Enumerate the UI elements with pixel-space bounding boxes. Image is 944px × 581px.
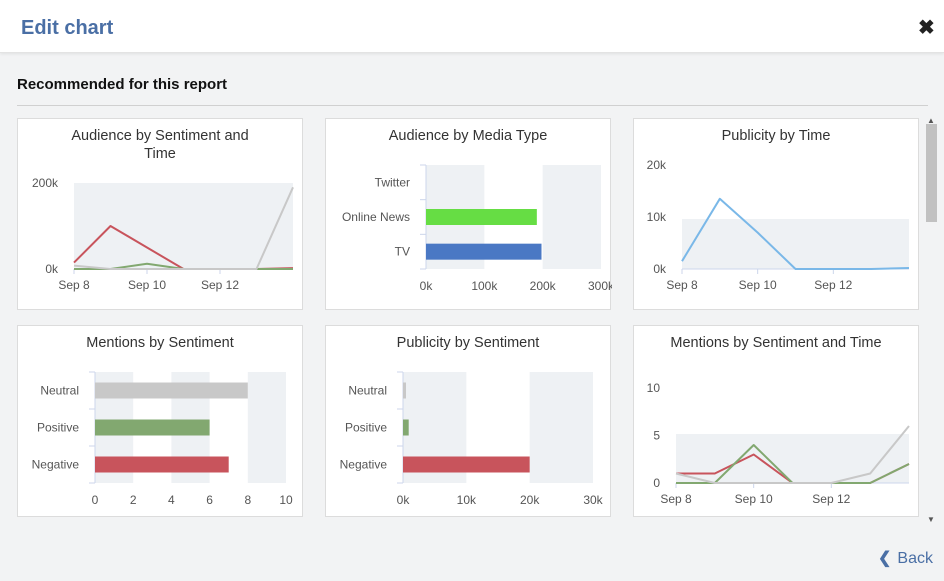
section-divider: [17, 105, 928, 106]
chart-svg: 0k 10k 20k Sep 8 Sep 10 Sep 12: [647, 158, 910, 292]
dialog-header: Edit chart ✖: [0, 0, 944, 53]
x-tick-label: Sep 10: [128, 278, 166, 292]
chart-title: Mentions by Sentiment: [86, 335, 234, 351]
bar-tv: [426, 243, 542, 260]
back-label: Back: [897, 550, 933, 567]
grid-band: [529, 372, 593, 483]
category-label: Twitter: [375, 175, 410, 189]
bar-neutral: [95, 382, 248, 399]
x-tick-label: 200k: [530, 279, 557, 293]
scroll-up-icon[interactable]: ▲: [927, 116, 935, 125]
back-button[interactable]: ❮ Back: [878, 548, 933, 568]
x-tick-label: 0k: [420, 279, 434, 293]
close-icon[interactable]: ✖: [918, 17, 935, 39]
x-tick-label: Sep 10: [735, 492, 773, 506]
category-label: Online News: [342, 210, 410, 224]
chart-title: Audience by Sentiment and Time: [71, 128, 249, 162]
chart-card[interactable]: 0k 100k 200k 300k Twitter Online News TV Audien…: [325, 118, 612, 310]
x-tick-label: 100k: [471, 279, 498, 293]
category-label: TV: [395, 245, 410, 259]
y-tick-label: 0: [653, 476, 660, 490]
bar-positive: [403, 419, 409, 436]
x-tick-label: Sep 12: [812, 492, 850, 506]
plot-band: [682, 219, 909, 269]
chart-svg: 0k 100k 200k 300k Twitter Online News TV: [342, 164, 612, 293]
scrollbar-thumb[interactable]: [926, 124, 937, 222]
x-tick-label: 0: [92, 493, 99, 507]
y-tick-label: 5: [653, 429, 660, 443]
y-tick-label: 0k: [45, 262, 59, 276]
series-line-neutral: [675, 425, 910, 484]
x-tick-label: 10k: [457, 493, 477, 507]
plot-band: [676, 434, 909, 483]
chart-card[interactable]: 0 5 10 Sep 8 Sep 10 Sep 12 Mentions by Sentime…: [633, 325, 919, 517]
x-tick-label: 8: [244, 493, 251, 507]
plot-band: [74, 183, 293, 269]
bar-negative: [95, 456, 229, 473]
x-tick-label: 6: [206, 493, 213, 507]
category-label: Negative: [340, 458, 388, 472]
chart-card[interactable]: 0k 10k 20k 30k Neutral Positive Negative Public…: [325, 325, 611, 517]
section-title: Recommended for this report: [17, 76, 228, 93]
series-line-publicity: [681, 197, 910, 270]
chart-title: Publicity by Time: [721, 128, 831, 144]
grid-band: [247, 372, 286, 483]
x-tick-label: Sep 12: [814, 278, 852, 292]
x-tick-label: Sep 8: [666, 278, 698, 292]
chart-title: Mentions by Sentiment and Time: [670, 335, 882, 351]
bar-negative: [403, 456, 530, 473]
x-tick-label: 30k: [583, 493, 603, 507]
bar-neutral: [403, 382, 406, 399]
category-label: Neutral: [348, 384, 387, 398]
chart-svg: 0 5 10 Sep 8 Sep 10 Sep 12: [647, 381, 910, 506]
x-tick-label: Sep 8: [58, 278, 90, 292]
chevron-left-icon: ❮: [878, 550, 892, 567]
grid-band: [542, 165, 601, 269]
bar-positive: [95, 419, 210, 436]
x-tick-label: 2: [130, 493, 137, 507]
x-tick-label: 20k: [520, 493, 540, 507]
y-tick-label: 20k: [647, 158, 667, 172]
category-label: Positive: [37, 421, 79, 435]
y-tick-label: 0k: [653, 262, 667, 276]
x-tick-label: Sep 10: [739, 278, 777, 292]
chart-svg: 0k 200k Sep 8 Sep 10 Sep 12: [32, 176, 294, 292]
bar-online-news: [426, 209, 537, 225]
category-label: Negative: [32, 458, 80, 472]
category-label: Positive: [345, 421, 387, 435]
x-tick-label: 4: [168, 493, 175, 507]
series-line-neutral: [73, 186, 294, 270]
x-tick-label: 10: [279, 493, 293, 507]
scroll-down-icon[interactable]: ▼: [927, 515, 935, 524]
chart-card[interactable]: 0k 200k Sep 8 Sep 10 Sep 12 Audience by Senti…: [17, 118, 303, 310]
chart-title: Audience by Media Type: [388, 128, 548, 144]
chart-title: Publicity by Sentiment: [396, 335, 540, 351]
chart-svg: 0 2 4 6 8 10 Neutral Positive Negative: [32, 371, 293, 507]
category-label: Neutral: [40, 384, 79, 398]
chart-svg: 0k 10k 20k 30k Neutral Positive Negative: [340, 371, 604, 507]
x-tick-label: Sep 12: [201, 278, 239, 292]
chart-card[interactable]: 0k 10k 20k Sep 8 Sep 10 Sep 12 Publicity by Ti…: [633, 118, 919, 310]
dialog-title: Edit chart: [21, 17, 114, 39]
y-tick-label: 10: [647, 381, 661, 395]
y-tick-label: 200k: [32, 176, 59, 190]
x-tick-label: 300k: [588, 279, 612, 293]
x-tick-label: 0k: [397, 493, 411, 507]
x-tick-label: Sep 8: [660, 492, 692, 506]
y-tick-label: 10k: [647, 210, 667, 224]
chart-card[interactable]: 0 2 4 6 8 10 Neutral Positive Negative Mentions b…: [17, 325, 303, 517]
